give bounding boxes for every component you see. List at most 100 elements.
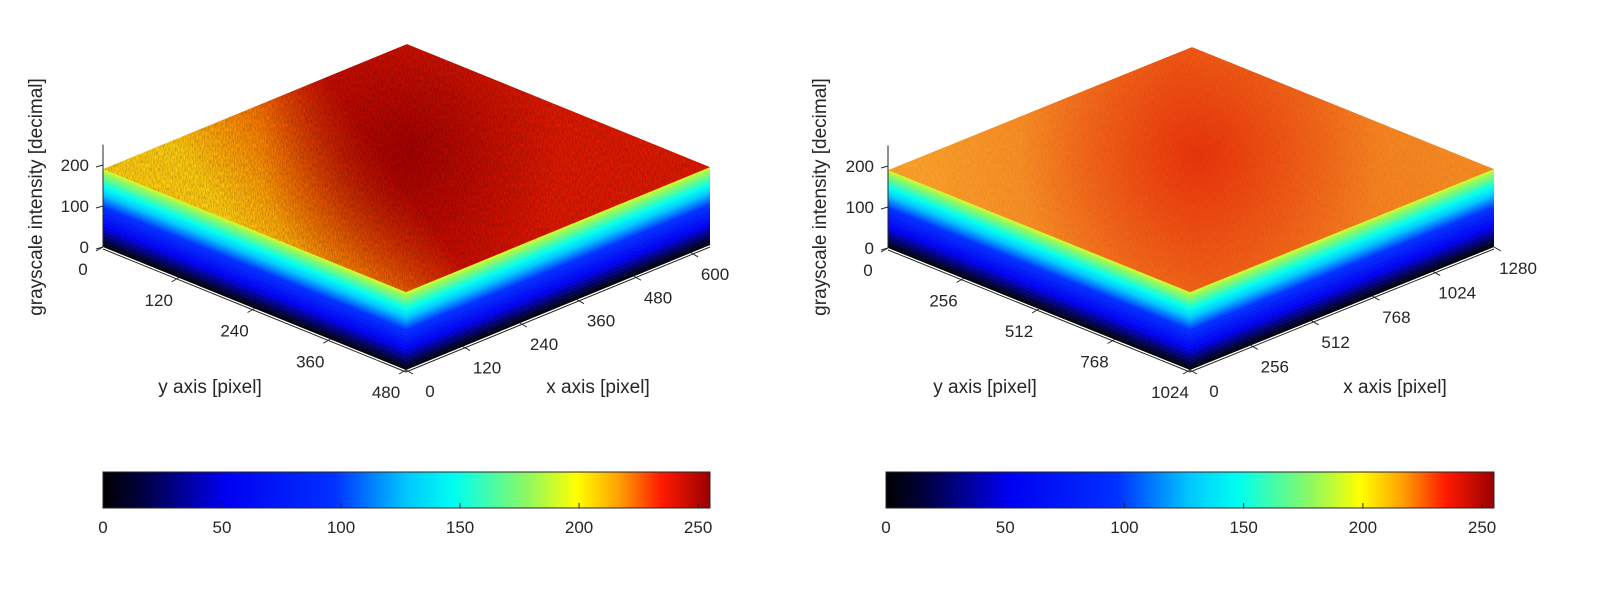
x-tick-label: 360 <box>587 312 615 331</box>
y-tick-mark <box>1031 308 1040 314</box>
front-side-strip <box>406 181 710 308</box>
left-side-strip <box>888 194 1190 319</box>
z-tick-mark <box>95 164 104 168</box>
front-side-strip <box>1190 194 1494 320</box>
left-side-strip <box>103 210 406 335</box>
front-side-strip <box>1190 216 1494 342</box>
front-side-strip <box>1190 239 1494 364</box>
left-side-strip <box>888 190 1190 315</box>
front-side-strip <box>1190 172 1494 298</box>
left-side-strip <box>888 184 1190 308</box>
front-side-strip <box>406 198 710 325</box>
left-side-strip <box>888 172 1190 296</box>
left-side-strip <box>103 233 406 359</box>
left-side-strip <box>888 220 1190 344</box>
left-side-strip <box>103 181 406 307</box>
front-side-strip <box>1190 200 1494 325</box>
front-side-strip <box>406 190 710 317</box>
front-side-strip <box>406 199 710 326</box>
x-tick-mark <box>1372 295 1380 301</box>
front-side-strip <box>1190 231 1494 356</box>
front-side-strip <box>1190 235 1494 360</box>
x-tick-label: 240 <box>530 335 558 354</box>
left-side-strip <box>103 201 406 326</box>
left-side-strip <box>103 187 406 312</box>
front-side-strip <box>1190 224 1494 350</box>
left-side-strip <box>103 240 406 365</box>
front-side-strip <box>406 235 710 363</box>
x-tick-label: 768 <box>1382 308 1410 327</box>
front-side-strip <box>1190 220 1494 346</box>
z-axis-label: grayscale intensity [decimal] <box>810 78 831 316</box>
left-side-strip <box>103 184 406 309</box>
front-side-strip <box>1190 171 1494 296</box>
left-side-strip <box>888 228 1190 352</box>
colorbar: 0 50 100 150 200 250 <box>881 471 1496 537</box>
left-side-strip <box>103 219 406 344</box>
left-side-strip <box>888 245 1190 369</box>
front-side-strip <box>406 224 710 351</box>
y-tick-mark <box>1182 369 1191 375</box>
colorbar-tick-label: 150 <box>1229 518 1257 537</box>
left-side-strip <box>103 209 406 334</box>
front-side-strip <box>1190 181 1494 307</box>
front-side-strip <box>406 195 710 322</box>
y-tick-mark <box>1107 339 1115 344</box>
left-side-strip <box>103 228 406 354</box>
y-tick-mark <box>95 246 104 252</box>
front-side-strip <box>1190 206 1494 332</box>
front-side-strip <box>1190 180 1494 306</box>
front-side-strip <box>1190 191 1494 316</box>
left-side-strip <box>103 176 406 302</box>
front-side-strip <box>406 194 710 321</box>
front-side-strip <box>406 166 710 294</box>
front-side-strip <box>406 178 710 306</box>
x-tick-label: 600 <box>701 265 729 284</box>
front-side-strip <box>1190 196 1494 321</box>
left-side-strip <box>103 189 406 315</box>
side-faces <box>103 166 710 370</box>
left-side-strip <box>103 198 406 324</box>
y-tick-label: 512 <box>1005 322 1033 341</box>
left-side-strip <box>888 208 1190 333</box>
front-side-strip <box>406 231 710 359</box>
z-axis-label: grayscale intensity [decimal] <box>26 78 47 316</box>
left-side-strip <box>103 171 406 296</box>
front-side-strip <box>1190 228 1494 354</box>
left-side-strip <box>888 212 1190 337</box>
front-side-strip <box>406 187 710 315</box>
front-side-strip <box>1190 242 1494 368</box>
left-side-strip <box>103 224 406 350</box>
x-tick-mark <box>519 322 528 328</box>
left-side-strip <box>888 171 1190 295</box>
left-side-strip <box>888 242 1190 367</box>
left-side-strip <box>103 179 406 304</box>
left-side-strip <box>888 189 1190 313</box>
front-side-strip <box>406 230 710 357</box>
front-side-strip <box>406 191 710 319</box>
y-tick-mark <box>171 277 179 283</box>
left-side-strip <box>888 188 1190 312</box>
left-side-strip <box>888 173 1190 298</box>
front-side-strip <box>406 183 710 311</box>
x-tick-mark <box>633 275 642 281</box>
front-side-strip <box>406 192 710 320</box>
front-side-strip <box>1190 183 1494 308</box>
front-side-strip <box>406 208 710 335</box>
front-side-strip <box>1190 202 1494 328</box>
left-side-strip <box>888 197 1190 321</box>
left-side-strip <box>888 214 1190 338</box>
left-side-strip <box>888 217 1190 342</box>
left-side-strip <box>888 181 1190 306</box>
front-side-strip <box>406 189 710 316</box>
x-axis-label: x axis [pixel] <box>1343 377 1446 398</box>
front-side-strip <box>406 205 710 333</box>
front-side-strip <box>1190 227 1494 352</box>
front-side-strip <box>406 238 710 365</box>
front-side-strip <box>406 177 710 304</box>
front-side-strip <box>1190 170 1494 295</box>
front-side-strip <box>406 168 710 295</box>
left-side-strip <box>888 193 1190 317</box>
left-side-strip <box>888 177 1190 302</box>
left-side-strip <box>888 227 1190 351</box>
